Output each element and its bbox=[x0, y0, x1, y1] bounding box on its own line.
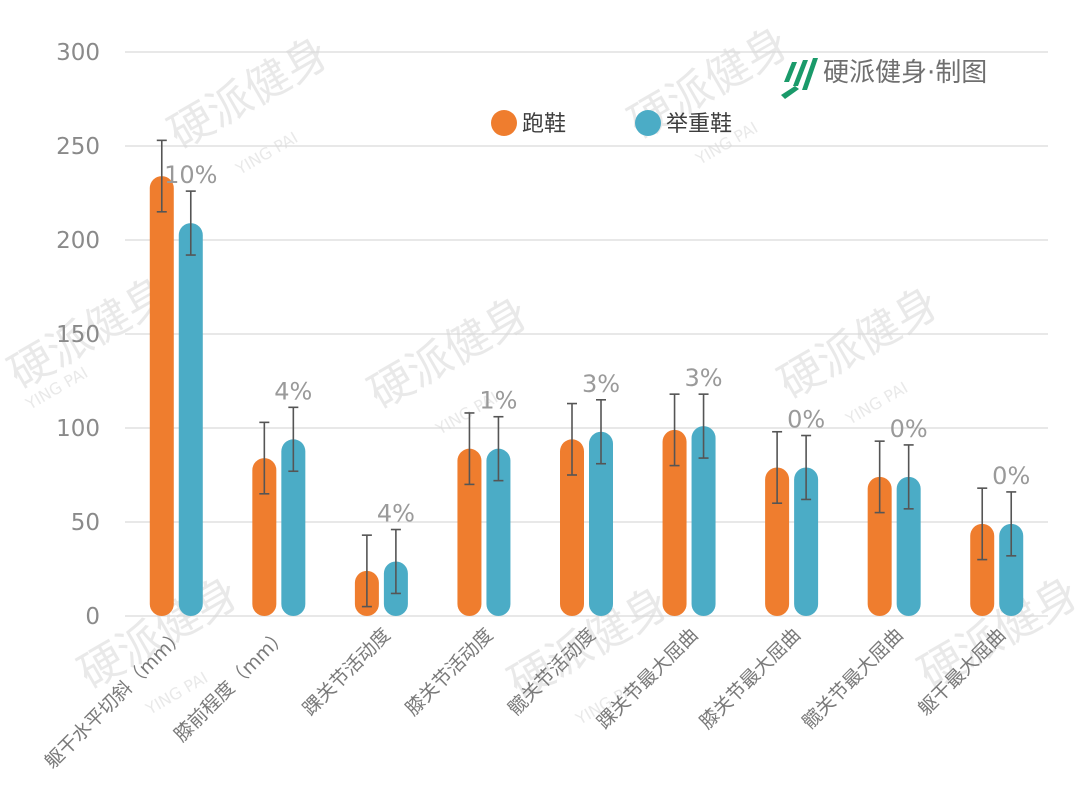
error-bar bbox=[977, 487, 988, 561]
yingpai-logo-icon bbox=[781, 58, 818, 99]
bar-running bbox=[560, 439, 584, 616]
y-axis-ticks: 0 50 100 150 200 250 300 bbox=[56, 40, 100, 630]
bar-weightlifting bbox=[794, 467, 819, 616]
percent-annotation: 0% bbox=[992, 462, 1030, 490]
percent-annotation: 0% bbox=[787, 406, 825, 434]
percent-annotation: 4% bbox=[274, 377, 312, 405]
watermark-text: 硬派健身 bbox=[160, 27, 338, 159]
bar-weightlifting bbox=[691, 426, 716, 616]
legend-swatch-running bbox=[491, 110, 517, 136]
percent-annotation: 3% bbox=[685, 364, 723, 392]
legend-label-running: 跑鞋 bbox=[522, 112, 566, 137]
x-tick-label: 膝关节活动度 bbox=[401, 624, 497, 720]
error-bar bbox=[259, 421, 270, 495]
y-tick-label: 0 bbox=[85, 604, 100, 630]
error-bars bbox=[156, 139, 1017, 608]
error-bar bbox=[288, 406, 299, 473]
error-bar bbox=[903, 444, 914, 510]
bar-weightlifting bbox=[486, 448, 511, 616]
bar-running bbox=[149, 176, 174, 616]
percent-annotation: 4% bbox=[377, 500, 415, 528]
y-tick-label: 100 bbox=[56, 416, 100, 442]
legend: 跑鞋 举重鞋 bbox=[491, 110, 732, 137]
bar-weightlifting bbox=[896, 476, 921, 616]
error-bar bbox=[874, 440, 885, 514]
error-bar bbox=[596, 398, 606, 465]
bar-running bbox=[662, 429, 687, 616]
error-bar bbox=[801, 434, 812, 501]
error-bar bbox=[1006, 491, 1017, 557]
error-bar bbox=[185, 190, 196, 256]
y-tick-label: 300 bbox=[56, 40, 100, 66]
x-tick-label: 踝关节活动度 bbox=[299, 624, 395, 720]
error-bar bbox=[464, 412, 475, 486]
brand-text: 硬派健身·制图 bbox=[823, 58, 987, 88]
watermark-text: 硬派健身 bbox=[770, 277, 948, 409]
error-bar bbox=[772, 430, 783, 505]
legend-label-weightlifting: 举重鞋 bbox=[666, 112, 732, 137]
x-tick-label: 髋关节最大屈曲 bbox=[798, 624, 908, 734]
bar-weightlifting bbox=[999, 523, 1024, 616]
y-tick-label: 150 bbox=[56, 322, 100, 348]
error-bar bbox=[567, 402, 577, 476]
error-bar bbox=[669, 393, 680, 467]
percent-annotation: 10% bbox=[164, 161, 217, 189]
error-bar bbox=[361, 534, 372, 608]
percent-annotations: 10% 4% 4% 1% 3% 3% 0% 0% 0% bbox=[164, 161, 1030, 527]
error-bar bbox=[698, 393, 709, 459]
error-bar bbox=[493, 415, 504, 482]
bar-running bbox=[252, 458, 277, 616]
y-tick-label: 250 bbox=[56, 134, 100, 160]
legend-swatch-weightlifting bbox=[635, 110, 661, 136]
percent-annotation: 3% bbox=[582, 370, 620, 398]
error-bar bbox=[156, 139, 167, 213]
bar-running bbox=[765, 467, 790, 616]
percent-annotation: 1% bbox=[479, 387, 517, 415]
y-tick-label: 200 bbox=[56, 228, 100, 254]
bar-weightlifting bbox=[178, 223, 203, 616]
percent-annotation: 0% bbox=[890, 415, 928, 443]
brand-logo: 硬派健身·制图 bbox=[781, 58, 987, 99]
bar-running bbox=[867, 476, 892, 616]
bar-weightlifting bbox=[281, 439, 306, 616]
watermark-text: YING PAI bbox=[232, 128, 301, 179]
bar-weightlifting bbox=[589, 431, 613, 616]
x-tick-label: 膝关节最大屈曲 bbox=[696, 624, 806, 734]
bar-running bbox=[457, 448, 482, 616]
bar-marks bbox=[149, 176, 1024, 616]
y-tick-label: 50 bbox=[71, 510, 100, 536]
error-bar bbox=[390, 528, 401, 595]
gridlines bbox=[125, 51, 1048, 617]
bar-running bbox=[970, 523, 995, 616]
